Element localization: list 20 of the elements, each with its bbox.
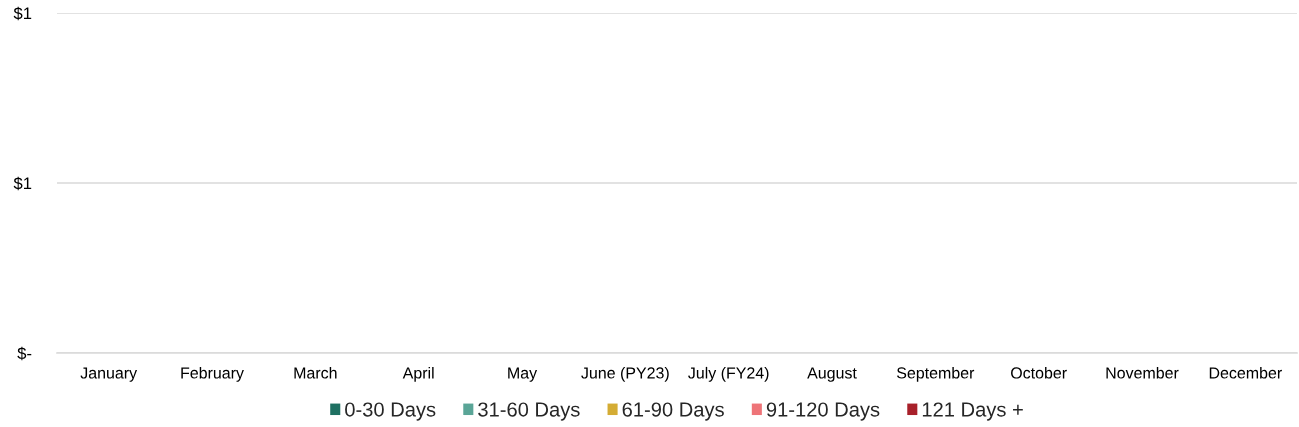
x-tick-label: December: [1209, 366, 1282, 379]
x-tick-label: August: [807, 367, 857, 382]
legend-label: 61-90 Days: [622, 402, 724, 421]
x-tick-label: September: [897, 366, 975, 382]
y-tick-label: $-: [17, 346, 32, 361]
y-tick-label: $1: [13, 176, 32, 191]
x-tick-label: October: [1011, 366, 1067, 379]
legend-label: 31-60 Days: [478, 402, 580, 421]
x-tick-label: November: [1106, 366, 1179, 379]
x-tick-label: April: [402, 366, 434, 382]
legend-label: 91-120 Days: [766, 402, 880, 421]
y-tick-label: $1: [13, 6, 32, 21]
x-tick-label: January: [80, 367, 138, 382]
legend-label: 0-30 Days: [345, 402, 436, 421]
x-tick-label: July (FY24): [688, 366, 769, 382]
legend-label: 121 Days +: [922, 402, 1023, 421]
x-tick-label: June (PY23): [581, 366, 669, 382]
x-tick-label: May: [508, 367, 538, 382]
x-tick-label: February: [181, 366, 244, 382]
x-tick-label: March: [294, 366, 337, 379]
